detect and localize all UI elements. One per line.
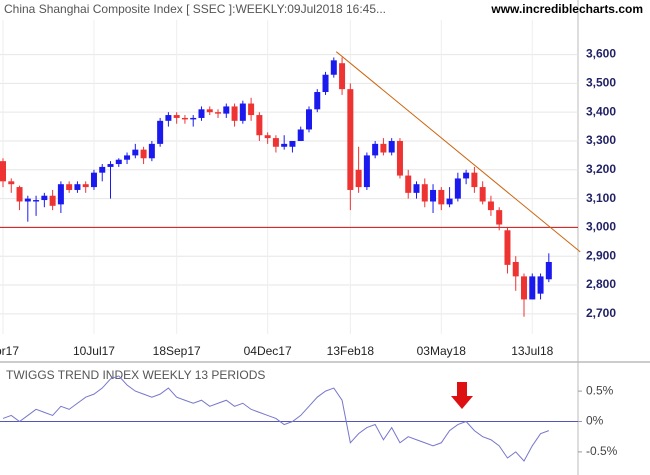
- candle-body: [454, 178, 461, 199]
- candle-body: [215, 112, 222, 114]
- x-tick-label: 10Jul17: [73, 344, 115, 358]
- candle-body: [82, 184, 89, 188]
- candle-body: [41, 195, 48, 201]
- candle-body: [537, 276, 544, 294]
- x-tick-label: 18Sep17: [153, 344, 201, 358]
- candle-body: [57, 184, 64, 205]
- candle-body: [521, 276, 528, 300]
- y-tick-label: 3,600: [586, 47, 616, 61]
- candle-body: [90, 172, 97, 188]
- y-tick-label: 0%: [586, 414, 604, 428]
- y-tick-label: 0.5%: [586, 383, 614, 397]
- signal-arrow: [451, 382, 473, 409]
- x-tick-label: 04Dec17: [244, 344, 292, 358]
- candle-body: [173, 115, 180, 118]
- trend-line: [335, 51, 581, 253]
- x-tick-label: 03May18: [417, 344, 467, 358]
- y-tick-label: 3,300: [586, 133, 616, 147]
- candle-body: [355, 169, 362, 188]
- candle-body: [181, 117, 188, 120]
- candle-body: [157, 120, 164, 144]
- candle-body: [16, 187, 23, 202]
- candle-body: [24, 198, 31, 202]
- y-tick-label: 3,100: [586, 191, 616, 205]
- candle-body: [124, 155, 131, 160]
- candle-body: [33, 200, 40, 202]
- candle-body: [190, 117, 197, 120]
- y-tick-label: 3,500: [586, 76, 616, 90]
- candle-body: [504, 230, 511, 265]
- candle-body: [372, 143, 379, 156]
- candle-body: [463, 172, 470, 179]
- candle-body: [8, 181, 15, 185]
- y-tick-label: 2,800: [586, 277, 616, 291]
- indicator-title: TWIGGS TREND INDEX WEEKLY 13 PERIODS: [6, 368, 265, 382]
- candle-body: [322, 74, 329, 93]
- y-tick-label: 3,000: [586, 220, 616, 234]
- candle-body: [496, 210, 503, 225]
- candle-body: [305, 109, 312, 130]
- y-tick-label: 2,700: [586, 306, 616, 320]
- candle-body: [396, 140, 403, 176]
- candle-body: [438, 189, 445, 205]
- candle-body: [339, 63, 346, 90]
- candle-body: [421, 184, 428, 202]
- x-tick-label: 13Jul18: [511, 344, 553, 358]
- candle-body: [264, 135, 271, 139]
- chart-title: China Shanghai Composite Index [ SSEC ]:…: [4, 2, 386, 16]
- candle-body: [248, 103, 255, 116]
- candle-body: [471, 172, 478, 188]
- candle-body: [66, 184, 73, 190]
- y-tick-label: -0.5%: [586, 444, 618, 458]
- y-tick-label: 2,900: [586, 248, 616, 262]
- candle-body: [446, 198, 453, 205]
- candle-body: [99, 166, 106, 173]
- candle-body: [272, 138, 279, 147]
- candle-body: [49, 195, 56, 206]
- y-tick-label: 3,200: [586, 162, 616, 176]
- indicator-line: [2, 375, 549, 462]
- candle-body: [297, 129, 304, 141]
- candle-body: [231, 106, 238, 121]
- candle-body: [223, 106, 230, 114]
- candle-body: [479, 187, 486, 202]
- candle-body: [115, 159, 122, 165]
- candle-body: [165, 115, 172, 121]
- candle-body: [256, 115, 263, 136]
- candle-body: [140, 149, 147, 159]
- candle-body: [545, 261, 552, 280]
- candle-body: [330, 60, 337, 75]
- candle-body: [281, 143, 288, 147]
- candle-body: [107, 164, 114, 167]
- candle-body: [0, 161, 6, 182]
- candle-body: [314, 92, 321, 110]
- candle-body: [512, 261, 519, 277]
- source: www.incrediblecharts.com: [490, 2, 643, 16]
- candle-body: [529, 276, 536, 300]
- candle-body: [132, 149, 139, 156]
- candle-body: [206, 109, 213, 113]
- candle-body: [148, 143, 155, 159]
- y-tick-label: 3,400: [586, 104, 616, 118]
- x-tick-label: 13Feb18: [327, 344, 375, 358]
- candle-body: [74, 184, 81, 190]
- candle-body: [430, 189, 437, 202]
- candle-body: [347, 89, 354, 190]
- candle-body: [363, 155, 370, 188]
- candle-body: [380, 143, 387, 153]
- x-tick-label: Apr17: [0, 344, 19, 358]
- candle-body: [198, 109, 205, 118]
- candle-body: [388, 140, 395, 153]
- candle-body: [487, 201, 494, 211]
- candle-body: [413, 184, 420, 193]
- candle-body: [289, 140, 296, 147]
- candle-body: [405, 175, 412, 193]
- candle-body: [239, 103, 246, 121]
